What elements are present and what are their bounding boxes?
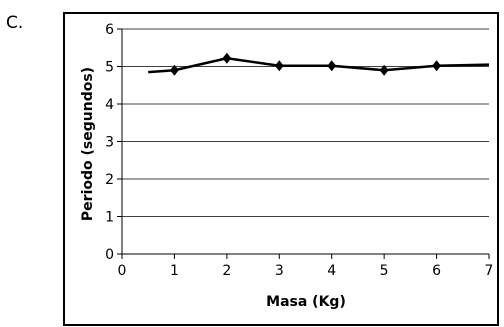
x-tick-label-0: 0 xyxy=(118,263,127,279)
data-series xyxy=(148,57,490,74)
x-tick-label-4: 4 xyxy=(327,263,336,279)
data-markers xyxy=(170,52,441,76)
question-label: C. xyxy=(6,13,23,33)
x-tick-label-1: 1 xyxy=(170,263,179,279)
y-tick-label-6: 6 xyxy=(105,22,114,38)
y-tick-label-1: 1 xyxy=(105,210,114,226)
x-tick-labels: 0 1 2 3 4 5 6 7 xyxy=(118,263,494,279)
x-tick-label-5: 5 xyxy=(380,263,389,279)
y-tick-label-5: 5 xyxy=(105,60,114,76)
y-tick-label-3: 3 xyxy=(105,135,114,151)
axes xyxy=(117,28,490,259)
y-tick-label-2: 2 xyxy=(105,172,114,188)
series-line-0 xyxy=(148,57,490,74)
data-point-1 xyxy=(170,64,179,76)
y-tick-label-4: 4 xyxy=(105,97,114,113)
x-tick-label-2: 2 xyxy=(222,263,231,279)
data-point-3 xyxy=(274,60,284,72)
x-tick-label-6: 6 xyxy=(432,263,441,279)
data-point-4 xyxy=(327,60,337,72)
x-tick-label-3: 3 xyxy=(275,263,284,279)
y-axis-label: Periodo (segundos) xyxy=(80,67,96,221)
y-tick-label-0: 0 xyxy=(105,247,114,263)
data-point-6 xyxy=(432,60,441,72)
x-axis-label: Masa (Kg) xyxy=(266,294,346,310)
data-point-2 xyxy=(222,52,232,64)
y-tick-labels: 0 1 2 3 4 5 6 xyxy=(105,22,114,263)
data-point-5 xyxy=(379,64,389,76)
x-tick-label-7: 7 xyxy=(485,263,494,279)
